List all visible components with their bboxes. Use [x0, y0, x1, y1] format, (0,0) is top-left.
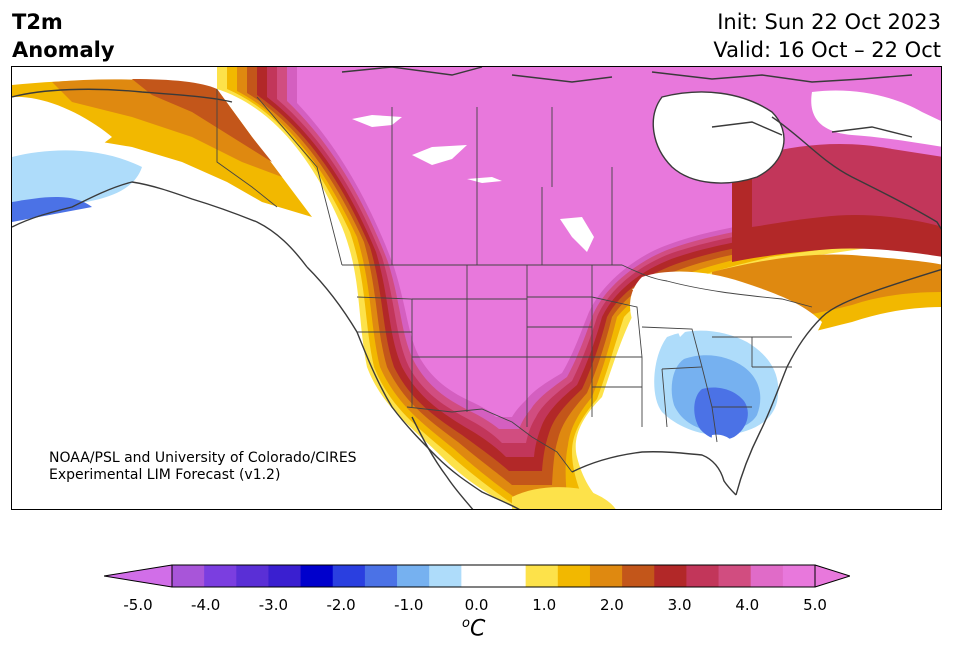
- gulf-coast: [571, 451, 737, 496]
- colorbar-cell: [622, 565, 655, 587]
- colorbar-cell: [172, 565, 205, 587]
- baja-coast: [411, 416, 474, 509]
- colorbar-tick-label: -3.0: [258, 596, 289, 614]
- colorbar-cell: [268, 565, 302, 587]
- colorbar-tick-label: 4.0: [735, 596, 760, 614]
- great-bear-lake: [412, 145, 467, 165]
- credit-line-2: Experimental LIM Forecast (v1.2): [49, 467, 281, 483]
- eastern-canada-crimson: [752, 143, 941, 227]
- colorbar-cell: [236, 565, 269, 587]
- colorbar-cell: [750, 565, 784, 587]
- colorbar-cell: [397, 565, 430, 587]
- us-states-central: [527, 265, 643, 427]
- map-svg: [12, 67, 941, 509]
- colorbar-under-outline: [104, 564, 173, 588]
- map-title: T2m Anomaly: [12, 8, 115, 64]
- colorbar-cells: [172, 565, 816, 587]
- colorbar-cell: [461, 565, 494, 587]
- anomaly-map: [11, 66, 942, 510]
- atlantic-coast: [735, 268, 941, 496]
- colorbar-under-arrow: [104, 565, 172, 587]
- colorbar-tick-label: -4.0: [191, 596, 221, 614]
- colorbar-tick-label: 3.0: [667, 596, 692, 614]
- credit-text: NOAA/PSL and University of Colorado/CIRE…: [49, 450, 357, 484]
- alaska-coast: [12, 88, 308, 268]
- variable-label: T2m: [12, 10, 63, 34]
- colorbar-tick-label: 2.0: [599, 596, 624, 614]
- unit-degree: o: [462, 616, 470, 631]
- colorbar-cell: [364, 565, 398, 587]
- colorbar-tick-label: -5.0: [123, 596, 153, 614]
- init-date: Init: Sun 22 Oct 2023: [717, 10, 941, 34]
- credit-line-1: NOAA/PSL and University of Colorado/CIRE…: [49, 450, 357, 466]
- pacific-coast: [306, 266, 520, 509]
- lake-superior: [632, 281, 682, 299]
- us-states-east: [641, 326, 792, 443]
- lake-athabasca: [467, 177, 502, 183]
- borders: [216, 89, 813, 473]
- valid-range: Valid: 16 Oct – 22 Oct: [713, 38, 941, 62]
- alaska-red-band: [132, 79, 272, 162]
- colorbar: [104, 564, 850, 588]
- colorbar-unit: oC: [462, 616, 485, 641]
- great-slave-lake: [352, 115, 402, 127]
- colorbar-cell: [204, 565, 237, 587]
- hudson-coast: [652, 91, 785, 184]
- unit-letter: C: [469, 616, 486, 642]
- colorbar-cell: [332, 565, 366, 587]
- colorbar-over-arrow: [815, 565, 850, 587]
- us-canada-border: [342, 264, 813, 308]
- colorbar-cell: [300, 565, 334, 587]
- us-mexico-border: [406, 406, 573, 473]
- hudson-white: [653, 92, 784, 183]
- colorbar-cell: [654, 565, 687, 587]
- colorbar-cell: [686, 565, 720, 587]
- mexico-yellow: [512, 487, 616, 509]
- arctic-islands: [341, 67, 913, 138]
- coastlines: [12, 67, 941, 509]
- us-states-west: [356, 265, 528, 427]
- alaska-canada-border: [216, 89, 278, 208]
- colorbar-tick-label: 5.0: [803, 596, 827, 614]
- date-info: Init: Sun 22 Oct 2023 Valid: 16 Oct – 22…: [713, 8, 941, 64]
- alaska-white-area: [12, 96, 112, 162]
- colorbar-frame: [171, 564, 816, 588]
- colorbar-cell: [525, 565, 559, 587]
- florida-white: [710, 434, 739, 481]
- colorbar-tick-label: 0.0: [464, 596, 489, 614]
- colorbar-cell: [429, 565, 462, 587]
- colorbar-cell: [782, 565, 816, 587]
- colorbar-tick-label: -2.0: [326, 596, 356, 614]
- anomaly-label: Anomaly: [12, 38, 115, 62]
- colorbar-tick-label: 1.0: [532, 596, 557, 614]
- lake-winnipeg: [560, 217, 594, 252]
- baffin-white: [811, 90, 941, 147]
- colorbar-cell: [718, 565, 752, 587]
- labrador-coast: [771, 116, 941, 231]
- colorbar-cell: [493, 565, 527, 587]
- alaska-cool-core: [12, 197, 92, 222]
- southeast-blue-core: [694, 387, 748, 440]
- colorbar-cell: [557, 565, 591, 587]
- alaska-warm-band: [12, 80, 312, 218]
- colorbar-over-outline: [814, 564, 850, 588]
- canada-provinces: [256, 96, 613, 266]
- colorbar-tick-labels: -5.0 -4.0 -3.0 -2.0 -1.0 0.0 1.0 2.0 3.0 4.0 5.0: [0, 596, 953, 616]
- lake-huron: [700, 299, 724, 325]
- colorbar-tick-label: -1.0: [394, 596, 424, 614]
- colorbar-cell: [589, 565, 623, 587]
